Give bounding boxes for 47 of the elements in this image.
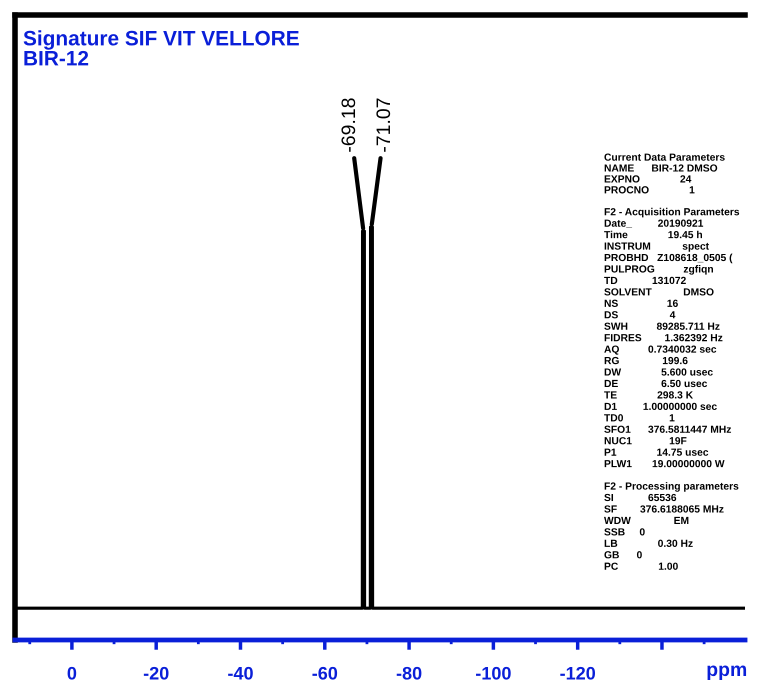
annotation: F2 - Processing parameters	[604, 482, 738, 492]
annotation: GB 0	[604, 551, 642, 558]
text: NAME BIR-12 DMSO	[604, 164, 718, 172]
annotation: Date_ 20190921	[604, 220, 704, 228]
x-tick-label: -80	[396, 666, 422, 680]
annotation: DW 5.600 usec	[604, 368, 713, 376]
text: Current Data Parameters	[604, 153, 725, 161]
annotation: INSTRUM spect	[604, 242, 709, 252]
text: PROCNO 1	[604, 186, 695, 194]
x-tick-label: -100	[476, 666, 511, 680]
annotation: -69.18	[341, 98, 356, 152]
annotation: SI 65536	[604, 494, 676, 502]
annotation: DS 4	[604, 311, 676, 318]
annotation: Time 19.45 h	[604, 230, 702, 238]
x-tick-label: -20	[144, 666, 169, 680]
chart-title: Signature SIF VIT VELLORE	[24, 30, 299, 50]
annotation: DE 6.50 usec	[604, 380, 708, 388]
x-axis-title: ppm	[708, 665, 746, 680]
annotation: P1 14.75 usec	[604, 448, 708, 456]
annotation: RG 199.6	[604, 356, 688, 364]
x-tick-label: 0	[68, 666, 76, 680]
annotation: LB 0.30 Hz	[604, 540, 693, 547]
annotation: D1 1.00000000 sec	[604, 402, 717, 410]
annotation: -71.07	[376, 98, 390, 152]
annotation: AQ 0.7340032 sec	[604, 345, 716, 355]
text: F2 - Acquisition Parameters	[604, 208, 740, 218]
annotation: WDW EM	[604, 516, 688, 524]
chart-subtitle: BIR-12	[24, 50, 88, 66]
annotation: TD0 1	[604, 414, 675, 422]
annotation: SSB 0	[604, 528, 645, 536]
annotation: SFO1 376.5811447 MHz	[604, 426, 732, 433]
annotation: NUC1 19F	[604, 437, 686, 444]
annotation: FIDRES 1.362392 Hz	[604, 334, 722, 342]
annotation: NS 16	[604, 300, 678, 307]
annotation: SOLVENT DMSO	[604, 288, 714, 296]
x-tick-label: -120	[560, 666, 596, 680]
annotation: PLW1 19.00000000 W	[604, 460, 725, 468]
annotation: TE 298.3 K	[604, 391, 694, 399]
annotation: PROBHD Z108618_0505 (	[604, 254, 733, 264]
annotation: TD 131072	[604, 276, 686, 284]
x-tick-label: -60	[312, 666, 338, 680]
annotation: PULPROG zgfiqn	[604, 265, 713, 275]
text: EXPNO 24	[604, 175, 692, 183]
x-tick-label: -40	[228, 666, 253, 680]
annotation: SWH 89285.711 Hz	[604, 322, 720, 330]
annotation: SF 376.6188065 MHz	[604, 505, 724, 513]
annotation: PC 1.00	[604, 562, 678, 570]
